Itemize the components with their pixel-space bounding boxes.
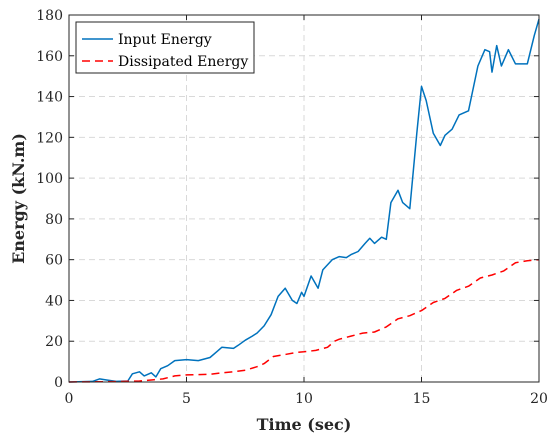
x-tick-label: 15 xyxy=(413,391,431,407)
grid xyxy=(69,15,539,382)
y-tick-label: 0 xyxy=(54,375,63,391)
legend-box xyxy=(75,21,255,74)
series-line-input-energy xyxy=(68,18,540,383)
y-tick-label: 140 xyxy=(36,90,63,106)
x-tick-label: 0 xyxy=(65,391,74,407)
y-axis-label: Energy (kN.m) xyxy=(9,133,28,264)
axis-ticks: 0 5 10 15 20 0 20 40 60 80 100 120 140 160 180 xyxy=(36,8,548,407)
y-tick-label: 120 xyxy=(36,130,63,146)
y-tick-label: 60 xyxy=(45,253,63,269)
y-tick-label: 20 xyxy=(45,334,63,350)
plot-series xyxy=(68,18,540,383)
y-tick-label: 40 xyxy=(45,293,63,309)
x-tick-label: 5 xyxy=(182,391,191,407)
y-tick-label: 100 xyxy=(36,171,63,187)
x-tick-label: 10 xyxy=(295,391,313,407)
y-tick-label: 160 xyxy=(36,49,63,65)
legend-label-dissipated-energy: Dissipated Energy xyxy=(118,54,248,70)
x-axis-label: Time (sec) xyxy=(257,415,352,434)
legend: Input Energy Dissipated Energy xyxy=(75,21,255,74)
y-tick-label: 80 xyxy=(45,212,63,228)
legend-label-input-energy: Input Energy xyxy=(118,32,212,48)
x-tick-label: 20 xyxy=(530,391,548,407)
y-tick-label: 180 xyxy=(36,8,63,24)
series-line-dissipated-energy xyxy=(68,258,540,383)
